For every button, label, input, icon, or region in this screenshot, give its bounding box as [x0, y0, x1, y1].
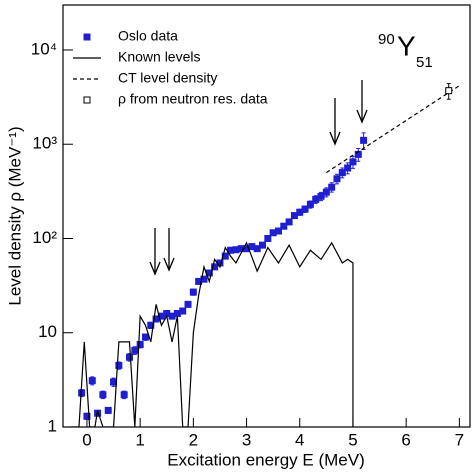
level-line: [326, 85, 460, 174]
legend-label: Oslo data: [118, 28, 178, 44]
data-point: [147, 321, 155, 329]
x-tick-label: 1: [135, 430, 144, 449]
plot-area: [70, 83, 460, 427]
data-point: [328, 183, 336, 191]
data-point: [360, 136, 368, 144]
legend-marker: [83, 96, 91, 104]
x-tick-label: 6: [401, 430, 410, 449]
mass-number: 90: [378, 31, 395, 48]
y-tick-label: 1: [48, 416, 57, 435]
data-point: [338, 169, 346, 177]
neutron-number: 51: [416, 54, 433, 71]
x-axis-label: Excitation energy E (MeV): [167, 450, 364, 469]
y-axis-label: Level density ρ (MeV⁻¹): [5, 126, 24, 305]
x-tick-label: 0: [82, 430, 91, 449]
x-tick-label: 5: [348, 430, 357, 449]
data-point: [301, 205, 309, 213]
data-point: [322, 188, 330, 196]
data-point: [285, 218, 293, 226]
x-tick-label: 7: [455, 430, 464, 449]
data-point: [274, 227, 282, 235]
data-point: [126, 353, 134, 361]
data-point: [141, 333, 149, 341]
element-symbol: Y: [397, 30, 416, 61]
data-point: [264, 234, 272, 242]
legend-marker: [83, 33, 91, 41]
data-point: [221, 252, 229, 260]
data-point: [104, 406, 112, 414]
data-point: [88, 377, 96, 385]
data-point: [306, 200, 314, 208]
data-point: [131, 346, 139, 354]
data-point: [200, 275, 208, 283]
data-point: [136, 341, 144, 349]
x-tick-label: 4: [295, 430, 304, 449]
data-point: [211, 263, 219, 271]
data-point: [349, 158, 357, 166]
y-tick-label: 10³: [32, 134, 57, 153]
legend-label: ρ from neutron res. data: [118, 91, 268, 107]
data-point: [120, 391, 128, 399]
data-point: [99, 391, 107, 399]
data-point: [189, 288, 197, 296]
x-tick-label: 3: [242, 430, 251, 449]
data-point: [253, 245, 261, 253]
y-tick-label: 10: [38, 322, 57, 341]
plot-frame: [62, 4, 471, 428]
data-point: [115, 361, 123, 369]
y-tick-label: 10⁴: [31, 39, 57, 58]
data-point: [445, 87, 453, 95]
data-point: [179, 307, 187, 315]
y-tick-label: 10²: [32, 228, 57, 247]
legend-label: CT level density: [118, 70, 217, 86]
arrows: [149, 80, 368, 276]
data-point: [317, 192, 325, 200]
data-point: [83, 412, 91, 420]
data-point: [184, 300, 192, 308]
x-tick-label: 2: [189, 430, 198, 449]
data-point: [333, 175, 341, 183]
data-point: [280, 222, 288, 230]
level-line: [70, 241, 354, 427]
data-point: [344, 164, 352, 172]
legend-label: Known levels: [118, 49, 201, 65]
data-point: [259, 241, 267, 249]
